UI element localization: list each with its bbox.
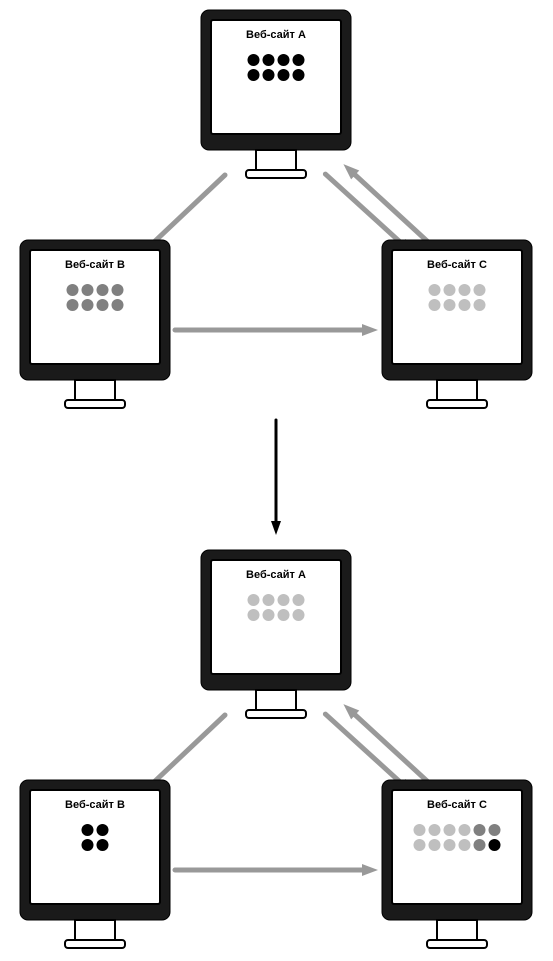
data-dot: [263, 609, 275, 621]
data-dot: [489, 839, 501, 851]
diagram-canvas: Веб-сайт A Веб-сайт B Веб-сайт C Веб-сайт A…: [0, 0, 553, 961]
edge-t-t: [271, 420, 281, 535]
data-dot: [444, 839, 456, 851]
data-dot: [474, 299, 486, 311]
data-dot: [444, 299, 456, 311]
monitor-A1: Веб-сайт A: [201, 10, 351, 178]
data-dot: [112, 299, 124, 311]
data-dot: [263, 594, 275, 606]
monitor-C2: Веб-сайт C: [382, 780, 532, 948]
data-dot: [489, 824, 501, 836]
data-dot: [293, 609, 305, 621]
data-dot: [263, 69, 275, 81]
data-dot: [97, 299, 109, 311]
data-dot: [414, 839, 426, 851]
data-dot: [293, 54, 305, 66]
data-dot: [82, 299, 94, 311]
monitor-label: Веб-сайт A: [246, 569, 306, 581]
data-dot: [293, 69, 305, 81]
monitor-C1: Веб-сайт C: [382, 240, 532, 408]
data-dot: [67, 284, 79, 296]
data-dot: [278, 54, 290, 66]
data-dot: [97, 839, 109, 851]
data-dot: [248, 594, 260, 606]
data-dot: [414, 824, 426, 836]
data-dot: [82, 839, 94, 851]
data-dot: [429, 824, 441, 836]
data-dot: [459, 284, 471, 296]
monitor-label: Веб-сайт A: [246, 29, 306, 41]
monitor-B2: Веб-сайт B: [20, 780, 170, 948]
data-dot: [459, 839, 471, 851]
monitor-label: Веб-сайт C: [427, 259, 487, 271]
data-dot: [474, 839, 486, 851]
data-dot: [474, 824, 486, 836]
data-dot: [293, 594, 305, 606]
data-dot: [429, 284, 441, 296]
data-dot: [82, 284, 94, 296]
monitor-label: Веб-сайт C: [427, 799, 487, 811]
data-dot: [82, 824, 94, 836]
data-dot: [474, 284, 486, 296]
data-dot: [97, 824, 109, 836]
data-dot: [278, 594, 290, 606]
data-dot: [248, 609, 260, 621]
data-dot: [248, 69, 260, 81]
data-dot: [429, 299, 441, 311]
data-dot: [97, 284, 109, 296]
data-dot: [248, 54, 260, 66]
data-dot: [459, 299, 471, 311]
monitor-A2: Веб-сайт A: [201, 550, 351, 718]
monitor-B1: Веб-сайт B: [20, 240, 170, 408]
data-dot: [444, 284, 456, 296]
data-dot: [429, 839, 441, 851]
data-dot: [444, 824, 456, 836]
data-dot: [112, 284, 124, 296]
edge-B2-C2: [175, 864, 378, 876]
data-dot: [278, 609, 290, 621]
data-dot: [459, 824, 471, 836]
monitor-label: Веб-сайт B: [65, 799, 125, 811]
data-dot: [67, 299, 79, 311]
data-dot: [263, 54, 275, 66]
edge-B1-C1: [175, 324, 378, 336]
monitor-label: Веб-сайт B: [65, 259, 125, 271]
data-dot: [278, 69, 290, 81]
